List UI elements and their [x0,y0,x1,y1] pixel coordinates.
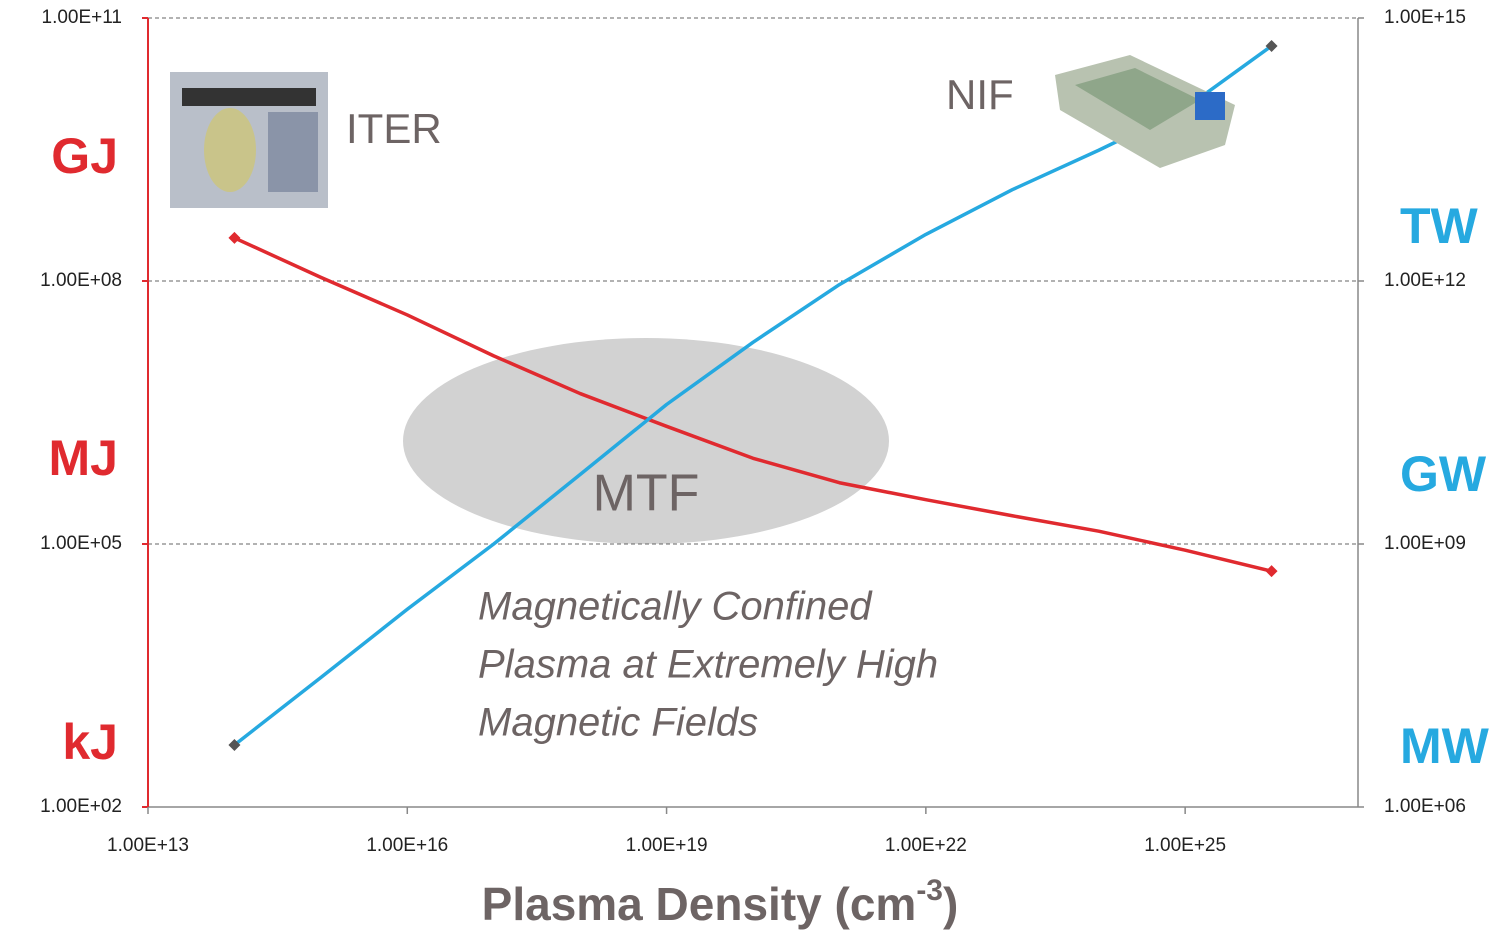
y2-tick-label: 1.00E+15 [1384,7,1466,28]
y-tick-label: 1.00E+11 [42,7,122,28]
endpoint-marker [1265,39,1278,52]
plot-area: 1.00E+02 1.00E+05 1.00E+08 1.00E+11 1.00E+06… [40,7,1466,856]
x-tick-label: 1.00E+19 [626,835,708,856]
y-tick-label: 1.00E+08 [40,270,122,291]
x-axis-title: Plasma Density (cm-3) [482,874,959,930]
endpoint-marker [1265,565,1278,578]
iter-image [170,72,328,208]
y-tick-label: 1.00E+02 [40,796,122,817]
nif-bay [1075,68,1200,130]
power-unit: MW [1400,718,1490,774]
x-tick-label: 1.00E+22 [885,835,967,856]
y2-tick-label: 1.00E+06 [1384,796,1466,817]
iter-top [182,88,316,106]
description-line: Magnetic Fields [478,701,758,745]
y2-tick-label: 1.00E+12 [1384,270,1466,291]
nif-image [1055,55,1235,168]
mtf-region [403,338,889,544]
power-unit: GW [1400,446,1487,502]
y2-tick-label: 1.00E+09 [1384,533,1466,554]
x-axis-title-main: Plasma Density (cm [482,878,917,930]
nif-label: NIF [946,71,1014,118]
x-tick-label: 1.00E+16 [366,835,448,856]
iter-core [204,108,256,192]
y-tick-label: 1.00E+05 [40,533,122,554]
iter-side [268,112,318,192]
x-axis-title-sup: -3 [916,874,943,907]
series-line [233,44,1273,747]
energy-unit: MJ [49,430,118,486]
x-axis-title-end: ) [943,878,958,930]
mtf-label: MTF [593,465,700,523]
x-tick-label: 1.00E+13 [107,835,189,856]
iter-label: ITER [346,105,442,152]
x-tick-label: 1.00E+25 [1144,835,1226,856]
series-line [233,236,1272,573]
description-line: Plasma at Extremely High [478,643,938,687]
description-line: Magnetically Confined [478,585,873,629]
endpoint-marker [228,231,241,244]
nif-chamber [1195,92,1225,120]
energy-unit: GJ [51,128,118,184]
energy-unit: kJ [62,714,118,770]
power-unit: TW [1400,198,1479,254]
endpoint-marker [228,738,241,751]
